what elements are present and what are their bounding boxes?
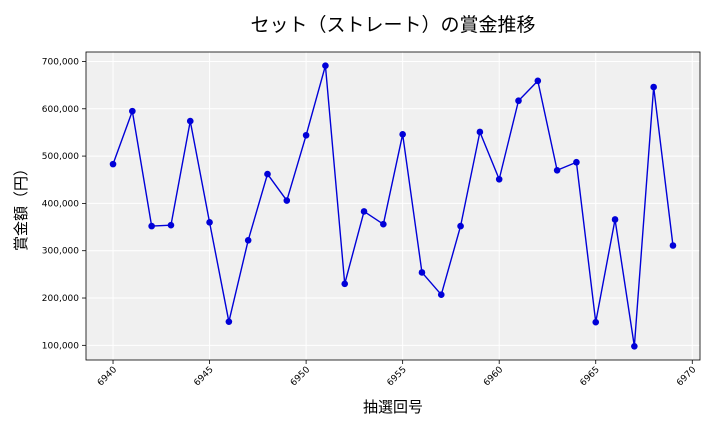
data-point	[476, 128, 484, 136]
data-point	[148, 222, 155, 230]
data-point	[186, 117, 194, 125]
data-point	[225, 318, 233, 325]
data-point	[534, 77, 542, 85]
data-point	[515, 97, 522, 105]
data-point	[399, 131, 406, 138]
data-point	[322, 62, 329, 70]
data-point	[206, 219, 213, 226]
y-tick-label: 200,000	[42, 294, 79, 304]
x-axis-label: 抽選回号	[363, 398, 423, 416]
grid-lines	[86, 52, 700, 360]
chart-title: セット（ストレート）の賞金推移	[250, 14, 535, 36]
x-tick-label: 6960	[482, 365, 505, 388]
x-tick-label: 6955	[386, 365, 409, 388]
data-point	[129, 107, 136, 115]
data-point	[380, 220, 387, 228]
plot-frame	[85, 51, 701, 361]
data-point	[573, 158, 580, 166]
x-tick-label: 6965	[579, 365, 602, 388]
data-point	[650, 83, 657, 91]
data-point	[669, 242, 677, 249]
data-point	[437, 291, 445, 299]
data-point	[611, 216, 619, 223]
data-point	[592, 318, 600, 326]
x-tick-label: 6940	[96, 365, 119, 388]
x-tick-label: 6950	[289, 365, 312, 388]
y-tick-label: 600,000	[42, 105, 79, 115]
x-tick-label: 6945	[192, 365, 215, 388]
y-axis-label: 賞金額（円）	[12, 161, 30, 251]
data-point	[109, 160, 117, 168]
data-point	[283, 197, 291, 204]
data-point	[457, 222, 464, 230]
data-point	[360, 208, 368, 215]
y-tick-label: 400,000	[42, 199, 79, 209]
data-point	[167, 221, 175, 229]
data-point	[264, 170, 271, 178]
x-tick-label: 6970	[675, 365, 698, 388]
y-tick-label: 700,000	[42, 57, 79, 67]
y-tick-label: 100,000	[42, 341, 79, 351]
data-point	[302, 131, 310, 139]
data-point	[495, 175, 503, 183]
y-tick-label: 500,000	[42, 152, 79, 162]
data-point	[341, 280, 349, 288]
data-point	[244, 237, 252, 244]
data-series	[109, 62, 677, 350]
data-point	[553, 166, 561, 174]
y-tick-label: 300,000	[42, 247, 79, 257]
data-point	[418, 269, 426, 276]
plot-area	[86, 52, 700, 360]
series-line	[112, 65, 674, 347]
data-point	[631, 342, 638, 350]
